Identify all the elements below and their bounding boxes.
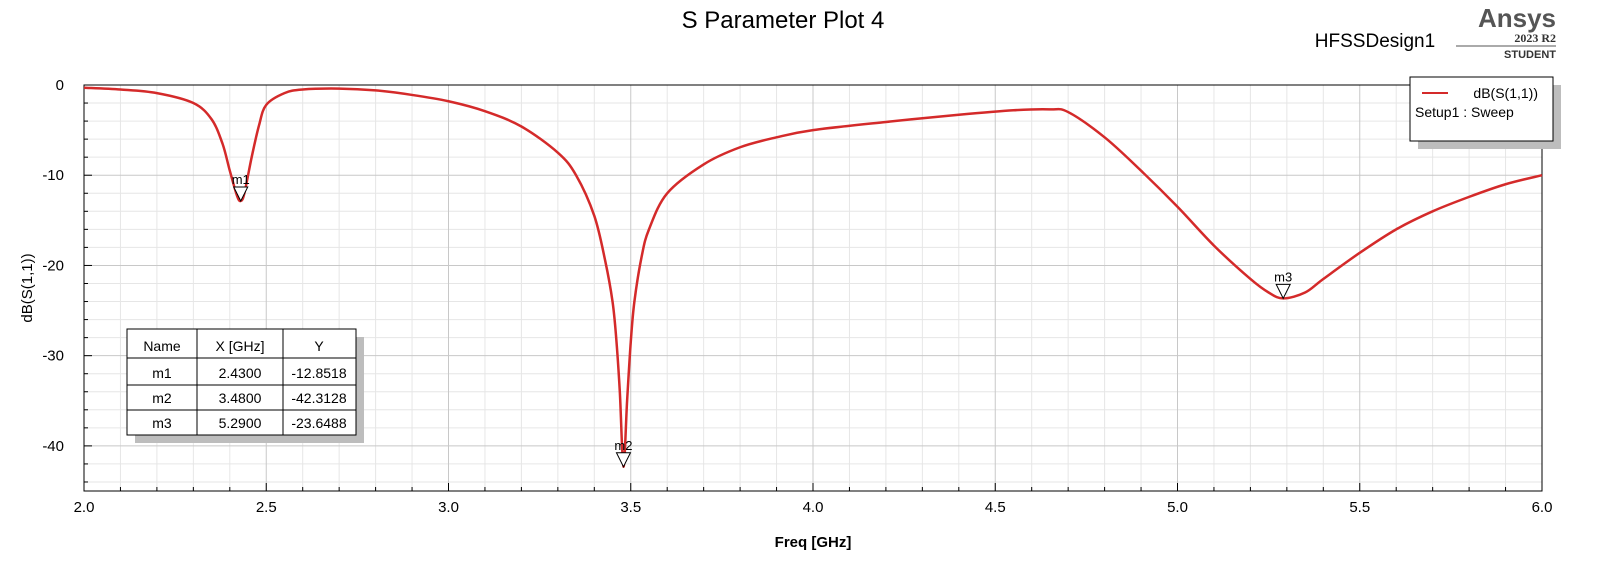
chart-title: S Parameter Plot 4 — [682, 7, 885, 34]
y-tick-label: 0 — [56, 77, 64, 94]
legend-box — [1409, 76, 1554, 142]
series-line-s11 — [83, 86, 1543, 468]
legend: dB(S(1,1)) Setup1 : Sweep — [1409, 76, 1561, 149]
x-tick-label: 5.0 — [1167, 499, 1188, 516]
marker-label: m1 — [232, 172, 250, 187]
y-tick-label: -30 — [42, 348, 64, 365]
marker-table-cell: -23.6488 — [291, 415, 346, 431]
marker-table: Name X [GHz] Y m1 2.4300 -12.8518 m2 3.4… — [126, 328, 364, 443]
x-axis-title: Freq [GHz] — [775, 534, 852, 551]
brand-name: Ansys — [1478, 3, 1556, 33]
markers: m1 m2 m3 — [232, 172, 1292, 468]
brand-version: 2023 R2 — [1514, 31, 1556, 45]
marker-table-cell: 2.4300 — [219, 365, 262, 381]
y-tick-label: -40 — [42, 438, 64, 455]
y-tick-labels: 0 -10 -20 -30 -40 — [42, 77, 64, 455]
marker-label: m3 — [1274, 269, 1292, 284]
y-axis-title: dB(S(1,1)) — [19, 253, 36, 322]
x-tick-label: 4.0 — [803, 499, 824, 516]
x-tick-label: 2.0 — [74, 499, 95, 516]
x-tick-label: 6.0 — [1532, 499, 1553, 516]
marker-table-box — [126, 328, 357, 436]
marker-table-cell: m3 — [152, 415, 172, 431]
marker-table-cell: m1 — [152, 365, 172, 381]
marker-triangle — [1275, 283, 1292, 300]
y-tick-label: -20 — [42, 257, 64, 274]
marker-label: m2 — [614, 438, 632, 453]
marker-table-cell: m2 — [152, 390, 172, 406]
marker-table-cell: 5.2900 — [219, 415, 262, 431]
legend-setup: Setup1 : Sweep — [1415, 104, 1514, 120]
y-tick-label: -10 — [42, 167, 64, 184]
marker-table-header: Y — [314, 338, 324, 354]
x-tick-label: 3.5 — [620, 499, 641, 516]
marker-table-header: X [GHz] — [215, 338, 264, 354]
legend-series-name: dB(S(1,1)) — [1473, 85, 1538, 101]
x-tick-label: 3.0 — [438, 499, 459, 516]
ansys-logo: Ansys 2023 R2 STUDENT — [1456, 3, 1556, 61]
x-tick-labels: 2.0 2.5 3.0 3.5 4.0 4.5 5.0 5.5 6.0 — [74, 499, 1553, 516]
axis-ticks — [83, 84, 1543, 491]
plot-frame — [83, 84, 1543, 492]
marker-triangle — [615, 452, 632, 468]
x-tick-label: 5.5 — [1349, 499, 1370, 516]
marker-table-cell: -12.8518 — [291, 365, 346, 381]
brand-edition: STUDENT — [1504, 49, 1556, 61]
x-tick-label: 4.5 — [985, 499, 1006, 516]
marker-table-cell: -42.3128 — [291, 390, 346, 406]
marker-triangle — [232, 186, 249, 203]
marker-table-cell: 3.4800 — [219, 390, 262, 406]
marker-table-header: Name — [143, 338, 181, 354]
design-name: HFSSDesign1 — [1315, 31, 1435, 52]
x-tick-label: 2.5 — [256, 499, 277, 516]
